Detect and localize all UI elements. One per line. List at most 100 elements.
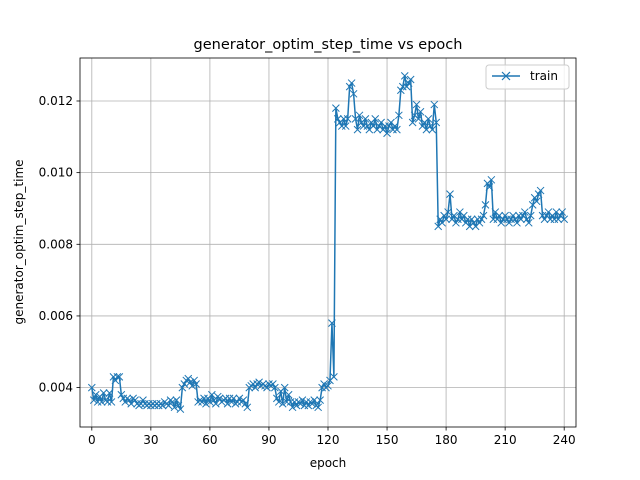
- data-point-marker: [481, 201, 490, 209]
- data-point-marker: [320, 380, 328, 388]
- data-point-marker: [316, 396, 324, 404]
- data-point-marker: [192, 380, 200, 388]
- data-point-marker: [180, 380, 189, 388]
- data-point-marker: [178, 383, 187, 392]
- data-point-marker: [107, 398, 116, 406]
- data-point-marker: [188, 381, 197, 390]
- data-point-marker: [139, 396, 147, 404]
- data-point-marker: [243, 403, 252, 412]
- data-point-marker: [249, 380, 258, 388]
- data-point-marker: [89, 396, 98, 404]
- data-point-marker: [400, 72, 409, 80]
- data-point-marker: [503, 215, 511, 224]
- data-point-marker: [383, 129, 391, 138]
- data-point-marker: [263, 383, 271, 392]
- data-point-marker: [426, 122, 435, 130]
- chart-title: generator_optim_step_time vs epoch: [194, 37, 463, 53]
- data-point-marker: [119, 394, 128, 403]
- data-point-marker: [546, 215, 555, 224]
- data-point-marker: [517, 215, 525, 224]
- data-point-marker: [172, 396, 181, 404]
- data-point-marker: [361, 115, 370, 123]
- y-tick-label: 0.012: [39, 94, 73, 108]
- data-point-marker: [99, 389, 108, 397]
- data-point-marker: [479, 211, 488, 220]
- legend: train: [485, 64, 570, 90]
- data-point-marker: [227, 398, 236, 406]
- data-point-marker: [211, 399, 220, 408]
- grid: [80, 58, 576, 427]
- data-point-marker: [308, 399, 317, 408]
- data-point-marker: [103, 398, 112, 406]
- data-point-marker: [389, 125, 397, 134]
- y-tick-label: 0.010: [39, 166, 73, 180]
- data-point-marker: [105, 389, 114, 397]
- data-point-marker: [526, 211, 535, 220]
- data-point-marker: [485, 183, 494, 191]
- data-point-marker: [404, 79, 413, 87]
- x-tick-label: 30: [143, 433, 158, 447]
- data-point-marker: [416, 107, 425, 116]
- data-point-marker: [524, 218, 533, 227]
- data-point-marker: [509, 211, 517, 220]
- data-point-marker: [280, 383, 289, 392]
- data-point-marker: [87, 383, 96, 392]
- data-point-marker: [349, 89, 358, 98]
- data-point-marker: [91, 390, 100, 399]
- data-point-marker: [398, 82, 407, 91]
- x-axis-label: epoch: [310, 456, 347, 470]
- data-point-marker: [554, 215, 563, 224]
- data-point-marker: [300, 401, 309, 410]
- data-point-marker: [131, 396, 139, 404]
- plot-frame: [79, 57, 577, 428]
- data-point-marker: [347, 79, 356, 87]
- data-point-marker: [395, 111, 403, 120]
- data-point-marker: [406, 75, 415, 84]
- data-point-marker: [137, 399, 145, 408]
- y-tick-label: 0.008: [39, 237, 73, 251]
- data-point-marker: [286, 398, 295, 406]
- data-point-marker: [113, 372, 122, 381]
- data-point-marker: [184, 374, 193, 383]
- data-point-marker: [534, 190, 543, 198]
- data-point-marker: [310, 396, 319, 404]
- data-point-marker: [507, 215, 515, 224]
- data-point-marker: [487, 175, 496, 184]
- data-point-marker: [215, 394, 224, 403]
- data-point-marker: [121, 398, 130, 406]
- legend-box: [485, 64, 570, 90]
- data-point-marker: [391, 122, 399, 130]
- x-tick-label: 60: [202, 433, 217, 447]
- data-point-marker: [202, 399, 210, 408]
- data-point-marker: [477, 215, 486, 224]
- data-point-marker: [318, 383, 326, 392]
- data-point-marker: [414, 115, 423, 123]
- data-point-marker: [337, 122, 346, 130]
- series-group: [87, 72, 569, 413]
- data-point-marker: [269, 380, 277, 388]
- data-point-marker: [373, 125, 382, 134]
- data-point-marker: [341, 122, 350, 130]
- data-point-marker: [520, 208, 529, 216]
- data-point-marker: [221, 394, 230, 403]
- data-point-marker: [233, 398, 242, 406]
- data-point-marker: [302, 398, 311, 406]
- data-point-marker: [489, 215, 498, 224]
- data-point-marker: [428, 125, 437, 134]
- data-point-marker: [355, 111, 364, 120]
- data-point-marker: [278, 399, 287, 408]
- data-point-marker: [444, 208, 452, 216]
- data-point-marker: [174, 401, 183, 410]
- data-point-marker: [412, 100, 421, 109]
- data-point-marker: [176, 405, 185, 413]
- data-point-marker: [393, 125, 401, 134]
- data-point-marker: [168, 398, 177, 406]
- data-point-marker: [475, 218, 484, 227]
- data-point-marker: [314, 403, 323, 412]
- data-point-marker: [371, 115, 380, 123]
- data-point-marker: [206, 398, 214, 406]
- data-point-marker: [330, 372, 338, 381]
- data-point-marker: [532, 197, 541, 206]
- data-point-marker: [125, 396, 134, 404]
